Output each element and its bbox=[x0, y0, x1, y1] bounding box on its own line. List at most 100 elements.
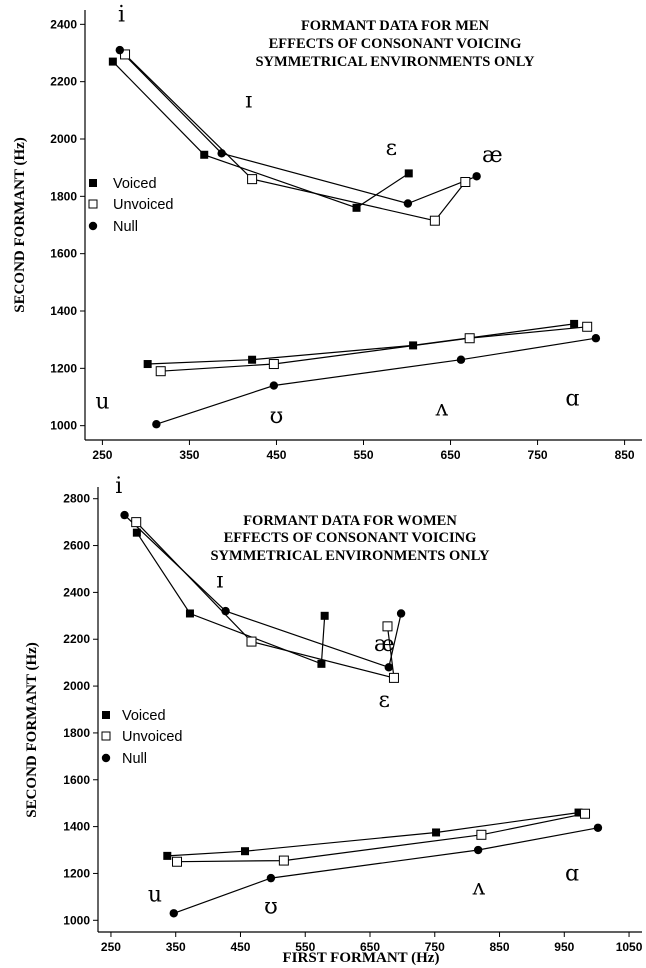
men-voiced-point bbox=[108, 57, 117, 66]
women-legend-unvoiced-label: Unvoiced bbox=[122, 729, 182, 745]
women-voiced-point bbox=[432, 828, 441, 837]
women-vowel-label: æ bbox=[374, 632, 395, 657]
women-unvoiced-point bbox=[172, 856, 183, 867]
women-y-axis-title: SECOND FORMANT (Hz) bbox=[24, 642, 40, 818]
men-legend-null-label: Null bbox=[113, 219, 138, 235]
men-legend-voiced-label: Voiced bbox=[113, 176, 157, 192]
men-unvoiced-series-line bbox=[160, 326, 588, 372]
women-x-tick-label: 650 bbox=[360, 940, 380, 954]
women-null-series-line bbox=[173, 827, 599, 914]
men-y-tick-label: 1200 bbox=[50, 361, 77, 375]
women-y-tick-label: 2000 bbox=[63, 679, 90, 693]
women-y-tick-label: 2400 bbox=[63, 585, 90, 599]
men-null-point bbox=[269, 381, 279, 390]
women-voiced-point bbox=[185, 609, 194, 618]
men-vowel-label: i bbox=[118, 2, 125, 27]
women-y-tick-label: 2200 bbox=[63, 632, 90, 646]
women-unvoiced-point bbox=[388, 672, 399, 683]
men-y-tick-label: 1400 bbox=[50, 304, 77, 318]
women-y-tick-label: 1200 bbox=[63, 866, 90, 880]
men-unvoiced-series-line bbox=[124, 53, 466, 222]
women-voiced-point bbox=[320, 611, 329, 620]
men-null-point bbox=[403, 199, 413, 208]
men-vowel-label: ɑ bbox=[565, 387, 579, 412]
women-null-point bbox=[593, 823, 603, 832]
women-y-tick-label: 1400 bbox=[63, 820, 90, 834]
women-vowel-label: ʌ bbox=[472, 876, 486, 901]
women-null-point bbox=[266, 873, 276, 883]
men-y-tick-label: 2400 bbox=[50, 17, 77, 31]
men-voiced-point bbox=[570, 319, 579, 328]
men-legend-unvoiced-marker bbox=[88, 199, 98, 209]
women-legend-unvoiced-marker bbox=[101, 731, 111, 741]
women-unvoiced-series-line bbox=[135, 521, 395, 679]
women-voiced-point bbox=[241, 847, 250, 856]
men-null-series-line bbox=[156, 337, 596, 425]
women-null-point bbox=[120, 510, 129, 520]
women-vowel-label: i bbox=[115, 474, 122, 499]
women-voiced-point bbox=[574, 808, 583, 817]
men-voiced-point bbox=[248, 355, 257, 364]
women-title-line-3: SYMMETRICAL ENVIRONMENTS ONLY bbox=[210, 548, 490, 564]
women-null-series-line bbox=[124, 514, 402, 669]
men-voiced-series-line bbox=[112, 61, 410, 209]
women-voiced-point bbox=[132, 528, 141, 537]
women-vowel-label: ɛ bbox=[379, 688, 390, 713]
women-x-tick-label: 1050 bbox=[616, 940, 643, 954]
women-vowel-label: ɪ bbox=[216, 569, 223, 594]
men-y-tick-label: 2000 bbox=[50, 132, 77, 146]
men-voiced-point bbox=[409, 341, 418, 350]
women-x-tick-label: 350 bbox=[166, 940, 186, 954]
men-voiced-point bbox=[143, 360, 152, 369]
men-legend: Voiced Unvoiced Null bbox=[88, 176, 173, 235]
women-y-tick-label: 1800 bbox=[63, 726, 90, 740]
men-title-line-2: EFFECTS OF CONSONANT VOICING bbox=[269, 36, 522, 52]
men-x-tick-label: 850 bbox=[615, 448, 635, 462]
women-x-tick-label: 450 bbox=[230, 940, 250, 954]
men-unvoiced-point bbox=[268, 359, 279, 370]
men-null-point bbox=[472, 172, 481, 181]
men-x-tick-label: 350 bbox=[179, 448, 199, 462]
men-unvoiced-point bbox=[155, 366, 166, 377]
men-voiced-point bbox=[352, 203, 361, 212]
women-vowel-label: u bbox=[148, 883, 162, 908]
women-voiced-point bbox=[317, 659, 326, 668]
men-x-tick-label: 550 bbox=[353, 448, 373, 462]
women-legend-null-label: Null bbox=[122, 751, 147, 767]
women-voiced-series-line bbox=[167, 812, 579, 857]
men-vowel-label: u bbox=[95, 389, 109, 414]
men-voiced-series-line bbox=[147, 323, 575, 365]
women-title-line-1: FORMANT DATA FOR WOMEN bbox=[243, 513, 457, 529]
women-unvoiced-point bbox=[580, 808, 591, 819]
men-unvoiced-point bbox=[582, 321, 593, 332]
men-null-series-line bbox=[119, 49, 477, 205]
women-vowel-label: ɑ bbox=[565, 861, 579, 886]
women-formant-chart: 250 350 450 550 650 750 850 950 1050 1000 1200 1400… bbox=[24, 474, 643, 966]
women-unvoiced-point bbox=[246, 636, 257, 647]
men-x-tick-label: 450 bbox=[266, 448, 286, 462]
men-unvoiced-point bbox=[429, 215, 440, 226]
men-y-tick-label: 1800 bbox=[50, 189, 77, 203]
women-voiced-point bbox=[163, 851, 172, 860]
men-null-point bbox=[217, 149, 226, 158]
men-null-point bbox=[456, 355, 466, 364]
men-title-line-3: SYMMETRICAL ENVIRONMENTS ONLY bbox=[255, 54, 535, 70]
men-vowel-label: æ bbox=[482, 143, 503, 168]
men-voiced-point bbox=[200, 150, 209, 159]
men-y-tick-label: 2200 bbox=[50, 75, 77, 89]
women-unvoiced-point bbox=[278, 855, 289, 866]
women-vowel-label: ʊ bbox=[264, 894, 278, 919]
men-unvoiced-point bbox=[464, 333, 475, 344]
women-x-tick-label: 850 bbox=[490, 940, 510, 954]
men-unvoiced-point bbox=[247, 174, 258, 185]
women-y-tick-label: 1000 bbox=[63, 913, 90, 927]
women-null-point bbox=[169, 909, 178, 918]
women-legend-voiced-label: Voiced bbox=[122, 708, 166, 724]
women-y-tick-label: 2800 bbox=[63, 492, 90, 506]
men-unvoiced-point bbox=[460, 177, 471, 187]
women-null-point bbox=[473, 845, 483, 855]
women-null-point bbox=[384, 663, 393, 672]
men-x-tick-label: 650 bbox=[441, 448, 461, 462]
women-title-line-2: EFFECTS OF CONSONANT VOICING bbox=[224, 530, 477, 546]
